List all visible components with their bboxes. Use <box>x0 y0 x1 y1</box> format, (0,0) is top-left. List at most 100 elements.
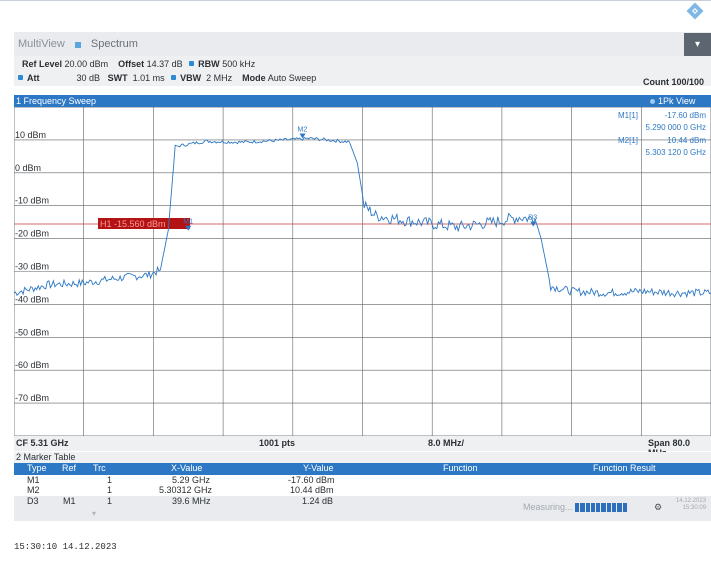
screenshot-timestamp: 15:30:10 14.12.2023 <box>14 542 117 552</box>
table-row[interactable]: D3 M1 1 39.6 MHz 1.24 dB <box>14 496 711 507</box>
tab-strip: MultiView Spectrum <box>14 32 142 56</box>
marker-label: M2 <box>298 126 308 133</box>
tab-multiview[interactable]: MultiView <box>18 38 65 50</box>
offset-value[interactable]: 14.37 dB <box>146 59 183 69</box>
center-frequency: CF 5.31 GHz <box>16 438 69 448</box>
col-ref: Ref <box>62 463 77 473</box>
trace-dot-icon <box>650 99 655 104</box>
marker-readout-name: M1[1] <box>618 111 638 120</box>
progress-segment <box>606 503 612 512</box>
frequency-per-division: 8.0 MHz/ <box>428 438 465 448</box>
tab-separator-icon <box>74 41 81 48</box>
marker-label: D3 <box>528 215 537 222</box>
offset-label: Offset <box>118 59 145 69</box>
att-label: Att <box>27 73 40 83</box>
row-trc: 1 <box>107 475 113 485</box>
row-ref: M1 <box>63 496 76 506</box>
coupled-dot-icon <box>171 75 177 80</box>
coupled-dot-icon <box>189 61 195 66</box>
ref-level-label: Ref Level <box>22 59 63 69</box>
marker-triangle <box>299 133 306 139</box>
status-time: 15:30:09 <box>682 505 707 511</box>
progress-segment <box>612 503 617 512</box>
tab-spectrum[interactable]: Spectrum <box>90 38 138 50</box>
settings-line-1: Ref Level 20.00 dBm Offset 14.37 dB RBW … <box>22 59 255 69</box>
progress-segment <box>617 503 622 512</box>
y-tick-label: -60 dBm <box>15 360 49 370</box>
chevron-down-icon: ▾ <box>694 39 701 50</box>
tab-bar <box>14 32 711 56</box>
y-tick-label: -40 dBm <box>15 294 49 304</box>
col-x-value: X-Value <box>171 463 203 473</box>
coupled-dot-icon <box>18 75 23 80</box>
swt-value[interactable]: 1.01 ms <box>132 73 165 83</box>
network-icon: ⚙ <box>654 502 663 512</box>
threshold-label: H1 -15.560 dBm <box>100 219 166 229</box>
trace-1-line <box>14 136 711 299</box>
progress-segment <box>596 503 601 512</box>
y-tick-label: 10 dBm <box>15 130 46 140</box>
marker-readout-frequency: 5.303 120 0 GHz <box>646 148 706 157</box>
table-row[interactable]: M1 1 5.29 GHz -17.60 dBm <box>14 475 711 486</box>
progress-segment <box>580 503 585 512</box>
sweep-points: 1001 pts <box>259 438 296 448</box>
y-tick-label: -70 dBm <box>15 393 49 403</box>
y-tick-label: -30 dBm <box>15 262 49 272</box>
row-trc: 1 <box>107 496 113 506</box>
row-x-value: 5.29 GHz <box>172 475 211 485</box>
rbw-label: RBW <box>198 59 220 69</box>
marker-readout-frequency: 5.290 000 0 GHz <box>646 123 706 132</box>
col-type: Type <box>27 463 47 473</box>
frequency-axis-bar: CF 5.31 GHz 1001 pts 8.0 MHz/ Span 80.0 … <box>14 436 711 458</box>
settings-panel: Ref Level 20.00 dBm Offset 14.37 dB RBW … <box>14 56 711 87</box>
trace-mode-label: 1Pk View <box>658 96 696 106</box>
row-type: M1 <box>27 475 40 485</box>
ref-level-value[interactable]: 20.00 dBm <box>64 59 109 69</box>
status-date: 14.12.2023 <box>676 498 707 504</box>
mode-label: Mode <box>242 73 266 83</box>
row-type: D3 <box>27 496 39 506</box>
swt-label: SWT <box>107 73 128 83</box>
row-y-value: -17.60 dBm <box>288 475 335 485</box>
col-function: Function <box>443 463 478 473</box>
trace-mode-indicator[interactable]: 1Pk View <box>650 95 695 107</box>
marker-triangle <box>185 225 192 231</box>
row-x-value: 5.30312 GHz <box>159 485 213 495</box>
col-function-result: Function Result <box>593 463 656 473</box>
progress-segment <box>601 503 606 512</box>
vbw-value[interactable]: 2 MHz <box>206 73 233 83</box>
rbw-value[interactable]: 500 kHz <box>222 59 256 69</box>
mode-value[interactable]: Auto Sweep <box>267 73 317 83</box>
window-title: 1 Frequency Sweep <box>16 96 97 106</box>
progress-segment <box>575 503 580 512</box>
table-row[interactable]: M2 1 5.30312 GHz 10.44 dBm <box>14 485 711 496</box>
row-type: M2 <box>27 485 40 495</box>
marker-readout-name: M2[1] <box>618 136 638 145</box>
row-trc: 1 <box>107 485 113 495</box>
col-trc: Trc <box>93 463 106 473</box>
row-x-value: 39.6 MHz <box>172 496 211 506</box>
sweep-progress-bar <box>575 503 627 512</box>
marker-table-header: Type Ref Trc X-Value Y-Value Function Fu… <box>14 463 711 475</box>
progress-segment <box>622 503 627 512</box>
window-title-bar[interactable]: 1 Frequency Sweep <box>14 95 711 107</box>
menu-dropdown-button[interactable]: ▾ <box>684 33 711 56</box>
y-tick-label: -20 dBm <box>15 229 49 239</box>
att-value[interactable]: 30 dB <box>76 73 101 83</box>
y-tick-label: 0 dBm <box>15 163 41 173</box>
spectrum-plot[interactable]: 10 dBm 0 dBm -10 dBm -20 dBm -30 dBm -40 dBm -… <box>14 107 711 436</box>
y-tick-label: -10 dBm <box>15 196 49 206</box>
marker-readout-level: 10.44 dBm <box>667 136 706 145</box>
marker-label: M1 <box>183 219 193 226</box>
progress-segment <box>585 503 590 512</box>
progress-segment <box>590 503 596 512</box>
row-y-value: 10.44 dBm <box>290 485 334 495</box>
scroll-arrow-icon[interactable]: ▾ <box>92 509 97 518</box>
measure-status: Measuring... <box>523 502 573 512</box>
marker-triangle <box>530 221 537 227</box>
marker-table-title-bar: 2 Marker Table <box>14 452 711 463</box>
marker-readout-level: -17.60 dBm <box>665 111 707 120</box>
settings-line-2: Att 30 dB SWT 1.01 ms VBW 2 MHz Mode Aut… <box>14 73 316 83</box>
sweep-count: Count 100/100 <box>642 77 704 87</box>
rs-diamond-logo-icon <box>686 2 704 20</box>
